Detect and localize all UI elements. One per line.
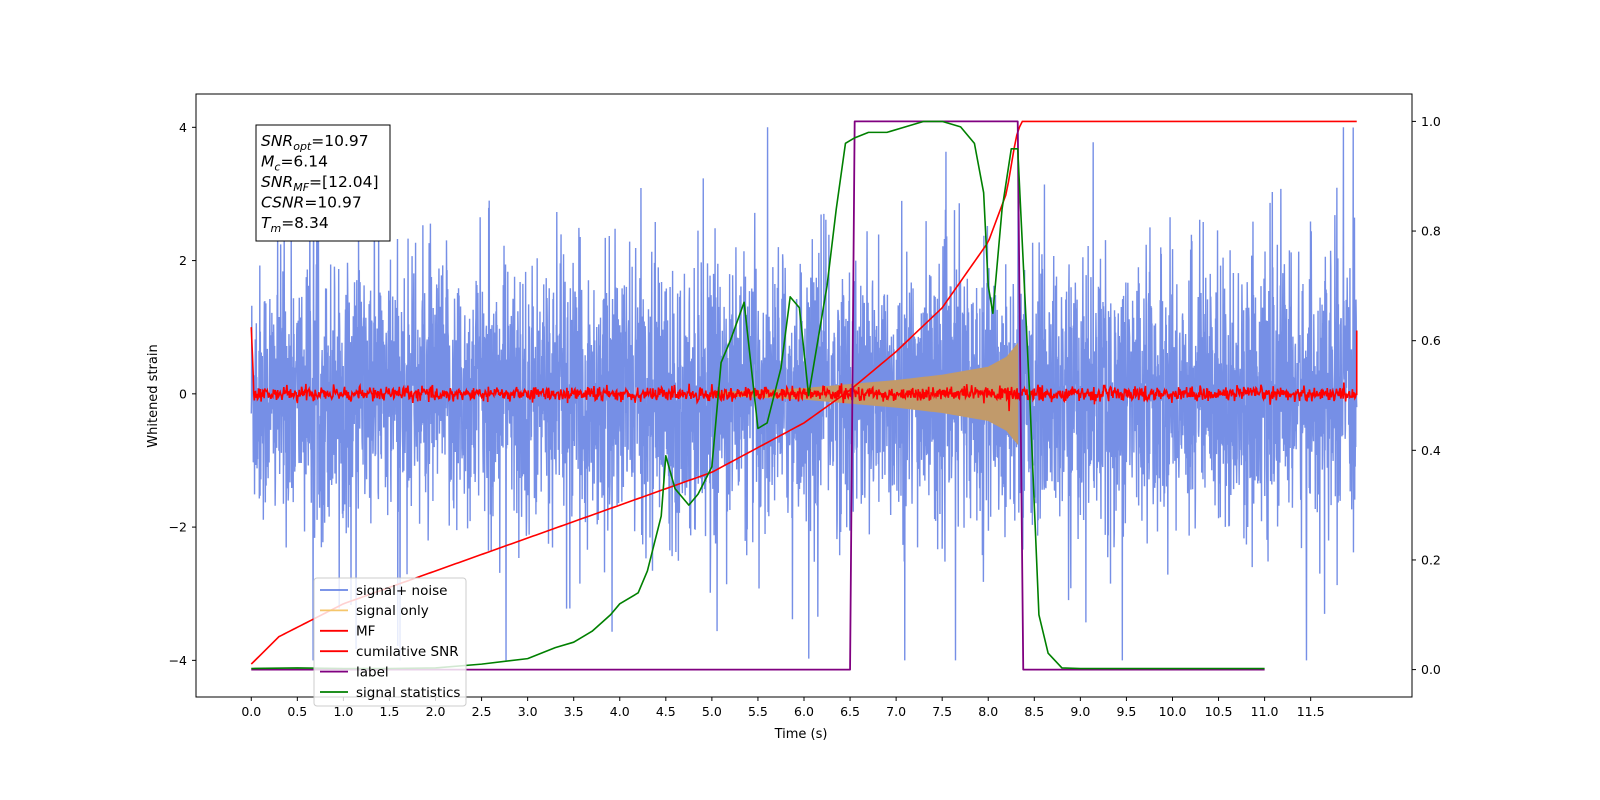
series-mf-line	[250, 327, 1358, 412]
legend-label: label	[356, 664, 389, 680]
stats-annotation-box: SNRopt=10.97Mc=6.14SNRMF=[12.04]CSNR=10.…	[255, 124, 391, 242]
x-tick-label: 10.0	[1159, 704, 1187, 719]
y2-tick-label: 0.0	[1421, 662, 1441, 677]
y2-tick-label: 0.4	[1421, 443, 1441, 458]
x-tick-label: 3.0	[518, 704, 538, 719]
x-axis: 0.0 0.5 1.0 1.5 2.0 2.5 3.0 3.5 4.0 4.5 5.0 5.5 6.0 6…	[241, 697, 1325, 719]
annotation-line: Tm=8.34	[261, 214, 329, 235]
x-tick-label: 11.5	[1297, 704, 1325, 719]
legend-label: signal+ noise	[356, 583, 447, 599]
x-tick-label: 6.0	[794, 704, 814, 719]
x-tick-label: 7.0	[886, 704, 906, 719]
y-tick-label: 4	[179, 120, 187, 135]
legend-label: signal only	[356, 603, 429, 619]
y2-tick-label: 0.6	[1421, 333, 1441, 348]
x-tick-label: 1.0	[333, 704, 353, 719]
x-tick-label: 1.5	[380, 704, 400, 719]
series-signal-statistics-line	[251, 120, 1265, 670]
x-axis-label: Time (s)	[774, 727, 828, 742]
series-signal-noise-line	[250, 127, 1358, 661]
y-tick-label: −4	[169, 653, 187, 668]
y-axis-right: 1.0 0.8 0.6 0.4 0.2 0.0	[1412, 114, 1441, 677]
x-tick-label: 4.0	[610, 704, 630, 719]
y2-tick-label: 1.0	[1421, 114, 1441, 129]
x-tick-label: 8.0	[978, 704, 998, 719]
x-tick-label: 0.5	[287, 704, 307, 719]
x-tick-label: 7.5	[932, 704, 952, 719]
legend-item: label	[320, 664, 389, 680]
y-axis-label: Whitened strain	[146, 344, 161, 447]
x-tick-label: 9.0	[1070, 704, 1090, 719]
legend-item: cumilative SNR	[320, 644, 459, 660]
y-tick-label: 2	[179, 253, 187, 268]
legend-label: cumilative SNR	[356, 644, 459, 660]
legend-item: signal+ noise	[320, 583, 447, 599]
legend-item: signal statistics	[320, 685, 460, 701]
x-tick-label: 8.5	[1024, 704, 1044, 719]
legend: signal+ noise signal only MF cumilative SNR…	[313, 577, 467, 707]
y2-tick-label: 0.8	[1421, 224, 1441, 239]
annotation-line: CSNR=10.97	[261, 194, 362, 212]
x-tick-label: 2.0	[426, 704, 446, 719]
series-cumulative-snr-line	[250, 120, 1357, 665]
annotation-line: SNRopt=10.97	[261, 132, 369, 153]
y-axis-left: 4 2 0 −2 −4	[169, 120, 196, 668]
legend-label: signal statistics	[356, 685, 460, 701]
y-tick-label: −2	[169, 520, 187, 535]
plot-area	[250, 120, 1358, 671]
annotation-line: SNRMF=[12.04]	[261, 173, 379, 194]
x-tick-label: 6.5	[840, 704, 860, 719]
y2-tick-label: 0.2	[1421, 552, 1441, 567]
x-tick-label: 9.5	[1116, 704, 1136, 719]
y-tick-label: 0	[179, 386, 187, 401]
x-tick-label: 5.5	[748, 704, 768, 719]
x-tick-label: 4.5	[656, 704, 676, 719]
x-tick-label: 5.0	[702, 704, 722, 719]
x-tick-label: 2.5	[472, 704, 492, 719]
legend-label: MF	[356, 624, 375, 640]
legend-frame	[313, 577, 467, 707]
x-tick-label: 11.0	[1251, 704, 1279, 719]
x-tick-label: 10.5	[1205, 704, 1233, 719]
annotation-line: Mc=6.14	[261, 153, 328, 174]
legend-item: MF	[320, 624, 375, 640]
annotation-frame	[255, 124, 391, 242]
x-tick-label: 3.5	[564, 704, 584, 719]
x-tick-label: 0.0	[241, 704, 261, 719]
legend-item: signal only	[320, 603, 429, 619]
